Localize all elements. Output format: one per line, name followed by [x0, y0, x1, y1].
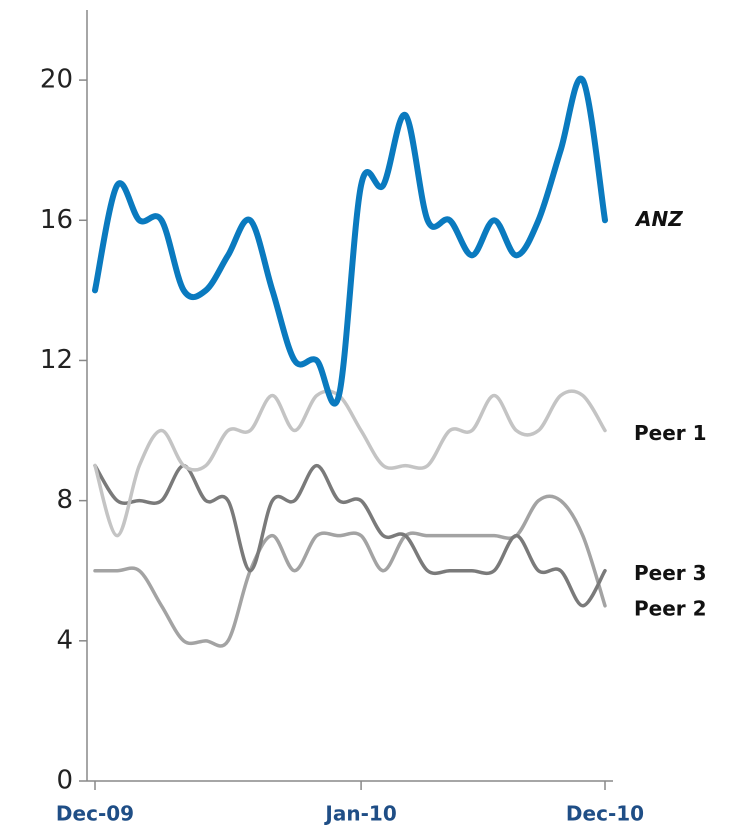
series-label: Peer 3	[634, 561, 707, 585]
x-tick-label: Jan-10	[323, 802, 396, 826]
y-tick-label: 16	[40, 205, 73, 235]
series-line	[93, 463, 607, 608]
series-label: Peer 2	[634, 596, 707, 620]
y-tick-label: 20	[40, 65, 73, 95]
series-line	[93, 389, 607, 538]
x-tick-label: Dec-10	[566, 802, 644, 826]
x-tick-label: Dec-09	[56, 802, 134, 826]
y-tick-label: 0	[56, 766, 73, 796]
series-line	[93, 494, 607, 648]
series-label: ANZ	[634, 207, 683, 231]
y-tick-label: 8	[56, 485, 73, 515]
y-tick-label: 12	[40, 345, 73, 375]
y-tick-label: 4	[56, 625, 73, 655]
series-label: Peer 1	[634, 421, 707, 445]
series-line	[92, 75, 608, 407]
